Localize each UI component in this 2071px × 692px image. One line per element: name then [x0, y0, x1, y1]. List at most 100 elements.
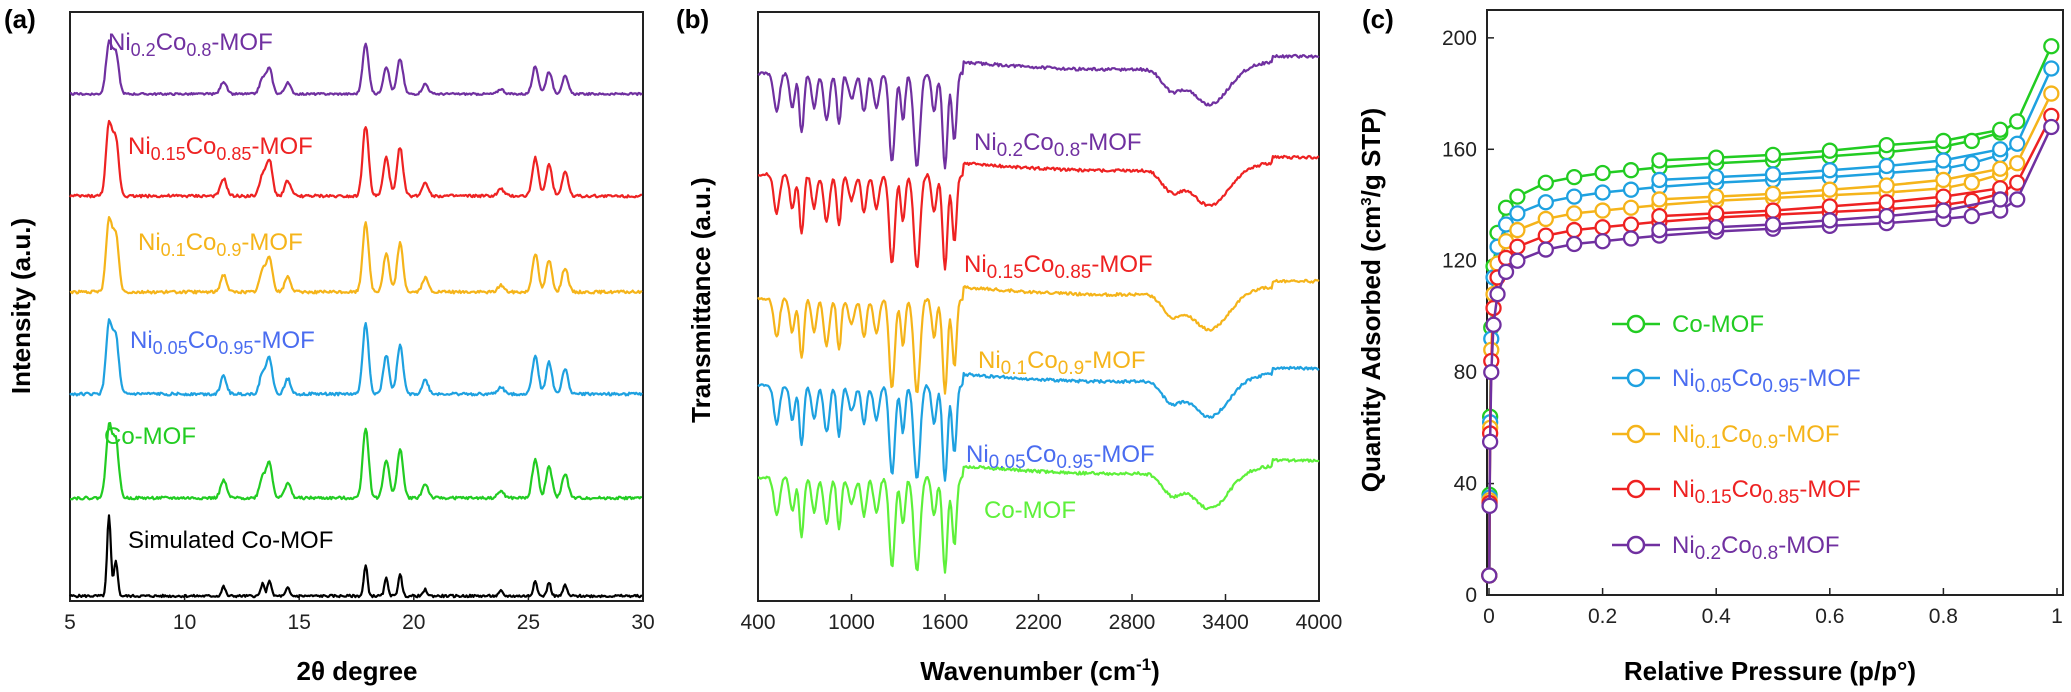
panel-a-x-ticks: 5 10 15 20 25 30	[64, 594, 655, 634]
isotherm-point	[2043, 85, 2060, 102]
x-tick-label: 0.2	[1588, 605, 1617, 628]
xrd-series-label-2-post: -MOF	[241, 229, 302, 256]
isotherm-point	[1509, 238, 1526, 255]
ftir-series-label-1-sub1: 0.15	[987, 262, 1024, 283]
isotherm-point	[1821, 212, 1838, 229]
xrd-series-label-3-sub1: 0.05	[153, 338, 188, 358]
panel-a-label: (a)	[4, 4, 36, 34]
isotherm-point	[1497, 263, 1515, 281]
x-tick-label: 1	[2051, 605, 2063, 628]
legend-marker-4	[1626, 535, 1646, 555]
xrd-series-label-0-mid: Co	[156, 29, 187, 56]
ftir-series-label-2: Ni0.1Co0.9-MOF	[978, 347, 1146, 379]
panel-c-legend: Co-MOFNi0.05Co0.95-MOFNi0.1Co0.9-MOFNi0.…	[1612, 311, 1861, 564]
legend-label-0: Co-MOF	[1672, 311, 1764, 338]
x-tick-label: 0.8	[1929, 605, 1958, 628]
xrd-series-label-3-mid: Co	[188, 327, 219, 354]
isotherm-point	[1485, 316, 1502, 333]
legend-label-3-sub1: 0.15	[1695, 487, 1732, 508]
legend-label-2-sub1: 0.1	[1695, 432, 1721, 453]
ftir-series-label-0: Ni0.2Co0.8-MOF	[974, 129, 1142, 161]
isotherm-point	[1537, 227, 1554, 244]
isotherm-point	[1651, 152, 1668, 169]
isotherm-point	[1963, 155, 1980, 172]
panel-a-xrd: (a) 5 10 15 20 25 30 Ni0.2Co0.8-MOF Ni0.15Co0.…	[4, 4, 655, 686]
xrd-series-label-1-post: -MOF	[251, 133, 312, 160]
panel-a-series-labels: Ni0.2Co0.8-MOFNi0.15Co0.85-MOFNi0.1Co0.9…	[104, 29, 333, 554]
legend-marker-0	[1626, 314, 1646, 334]
isotherm-point	[2043, 60, 2060, 77]
isotherm-point	[1878, 177, 1895, 194]
isotherm-point	[1481, 433, 1499, 450]
isotherm-point	[1764, 185, 1782, 203]
legend-label-3-post: -MOF	[1799, 476, 1860, 503]
panel-b-y-title: Transmittance (a.u.)	[686, 177, 716, 423]
panel-b-series-labels: Ni0.2Co0.8-MOFNi0.15Co0.85-MOFNi0.1Co0.9…	[964, 129, 1155, 524]
isotherm-point	[2043, 38, 2060, 55]
xrd-series-label-1-sub2: 0.85	[216, 144, 251, 164]
legend-label-4: Ni0.2Co0.8-MOF	[1672, 532, 1840, 564]
xrd-series-label-4-pre: Co-MOF	[104, 423, 196, 450]
y-tick-label: 120	[1442, 250, 1477, 273]
isotherm-point	[1594, 233, 1611, 250]
y-tick-label: 0	[1465, 584, 1477, 607]
panel-b-x-ticks: 400 1000 1600 2200 2800 3400 4000	[740, 594, 1342, 634]
isotherm-point	[1963, 174, 1980, 191]
isotherm-point	[1483, 363, 1500, 381]
isotherm-point	[1481, 497, 1498, 515]
ftir-series-label-4-pre: Co-MOF	[984, 497, 1076, 524]
legend-label-1-post: -MOF	[1799, 365, 1860, 392]
x-tick-label: 2200	[1015, 611, 1062, 634]
isotherm-point	[1509, 205, 1526, 222]
isotherm-point	[1537, 174, 1554, 191]
isotherm-point	[1622, 181, 1640, 198]
panel-c-frame	[1486, 9, 2064, 596]
legend-label-3-pre: Ni	[1672, 476, 1695, 503]
ftir-series-label-1-mid: Co	[1024, 251, 1055, 278]
isotherm-point	[1566, 235, 1583, 253]
x-tick-label: 3400	[1202, 611, 1249, 634]
legend-marker-1	[1626, 368, 1646, 388]
ftir-series-label-1-sub2: 0.85	[1054, 262, 1091, 283]
isotherm-point	[1821, 198, 1838, 215]
ftir-series-label-3-post: -MOF	[1093, 441, 1154, 468]
panel-a-frame	[69, 11, 644, 602]
ftir-series-label-2-sub2: 0.9	[1058, 358, 1084, 379]
legend-label-2-pre: Ni	[1672, 421, 1695, 448]
isotherm-point	[1992, 141, 2009, 158]
isotherm-point	[1935, 188, 1952, 205]
xrd-series-label-2-pre: Ni	[138, 229, 161, 256]
ftir-series-label-0-pre: Ni	[974, 129, 997, 156]
isotherm-point	[1509, 188, 1526, 205]
xrd-series-label-1-pre: Ni	[128, 133, 151, 160]
xrd-series-label-0: Ni0.2Co0.8-MOF	[108, 29, 273, 60]
isotherm-point	[1708, 188, 1725, 205]
isotherm-point	[1992, 121, 2009, 138]
isotherm-point	[1878, 136, 1895, 154]
isotherm-point	[1764, 216, 1782, 233]
xrd-line-3	[69, 216, 643, 295]
x-tick-label: 0.4	[1702, 605, 1732, 628]
xrd-series-label-0-sub1: 0.2	[131, 40, 156, 60]
ftir-series-label-0-post: -MOF	[1080, 129, 1141, 156]
xrd-series-label-2-sub2: 0.9	[216, 240, 241, 260]
panel-a-y-title: Intensity (a.u.)	[6, 218, 36, 394]
isotherm-point	[1992, 160, 2009, 177]
ftir-series-label-3-sub1: 0.05	[989, 452, 1026, 473]
y-tick-label: 40	[1454, 473, 1477, 496]
isotherm-point	[1708, 149, 1725, 166]
isotherm-point	[1821, 142, 1838, 159]
isotherm-point	[2009, 135, 2026, 152]
xrd-line-5	[69, 39, 643, 97]
xrd-series-label-4: Co-MOF	[104, 423, 196, 450]
xrd-line-4	[69, 119, 642, 199]
xrd-series-label-0-post: -MOF	[211, 29, 272, 56]
legend-label-4-pre: Ni	[1672, 532, 1695, 559]
x-tick-label: 400	[740, 611, 775, 634]
xrd-series-label-1: Ni0.15Co0.85-MOF	[128, 133, 313, 164]
isotherm-point	[1566, 221, 1583, 239]
ftir-series-label-1-post: -MOF	[1091, 251, 1152, 278]
xrd-series-label-3-pre: Ni	[130, 327, 153, 354]
isotherm-point	[1935, 202, 1952, 219]
